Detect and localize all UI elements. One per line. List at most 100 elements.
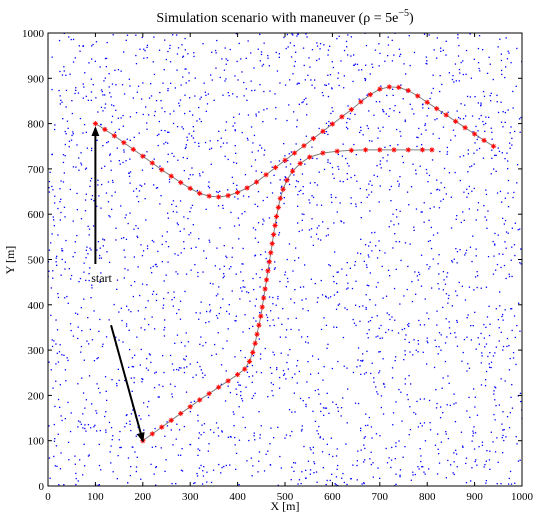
clutter-point xyxy=(347,105,349,107)
clutter-point xyxy=(153,158,155,160)
clutter-point xyxy=(111,195,113,197)
clutter-point xyxy=(222,347,224,350)
clutter-point xyxy=(253,289,255,291)
clutter-point xyxy=(356,460,358,462)
clutter-point xyxy=(140,244,142,246)
clutter-point xyxy=(83,271,85,273)
clutter-point xyxy=(135,470,137,473)
clutter-point xyxy=(222,142,225,144)
track-point xyxy=(405,87,411,94)
clutter-point xyxy=(63,70,65,72)
clutter-point xyxy=(252,325,254,328)
clutter-point xyxy=(487,355,489,358)
clutter-point xyxy=(495,154,497,157)
clutter-point xyxy=(382,157,384,159)
clutter-point xyxy=(468,367,471,369)
clutter-point xyxy=(171,483,173,485)
clutter-point xyxy=(467,363,469,365)
clutter-point xyxy=(199,343,201,345)
clutter-point xyxy=(352,464,354,466)
clutter-point xyxy=(164,326,166,329)
track-point xyxy=(419,147,426,153)
clutter-point xyxy=(506,345,508,348)
clutter-point xyxy=(278,160,281,162)
track-point xyxy=(206,193,212,199)
clutter-point xyxy=(88,279,90,282)
clutter-point xyxy=(490,127,492,129)
clutter-point xyxy=(151,272,153,274)
clutter-point xyxy=(300,189,302,191)
clutter-point xyxy=(98,330,100,332)
clutter-point xyxy=(511,384,513,386)
clutter-point xyxy=(513,315,516,317)
clutter-point xyxy=(234,196,236,198)
clutter-point xyxy=(178,369,180,371)
clutter-point xyxy=(183,247,185,250)
clutter-point xyxy=(51,233,53,235)
clutter-point xyxy=(133,190,135,192)
clutter-point xyxy=(157,396,159,398)
clutter-point xyxy=(408,341,410,343)
clutter-point xyxy=(72,133,74,135)
clutter-point xyxy=(465,73,467,75)
clutter-point xyxy=(163,297,165,300)
clutter-point xyxy=(265,453,267,455)
clutter-point xyxy=(146,406,149,408)
clutter-point xyxy=(179,200,182,202)
clutter-point xyxy=(421,144,423,146)
clutter-point xyxy=(176,34,178,36)
clutter-point xyxy=(125,414,127,417)
clutter-point xyxy=(436,189,438,191)
clutter-point xyxy=(330,194,332,196)
clutter-point xyxy=(153,241,155,243)
clutter-point xyxy=(69,73,71,75)
clutter-point xyxy=(125,214,127,216)
clutter-point xyxy=(130,311,132,313)
clutter-point xyxy=(184,68,186,70)
clutter-point xyxy=(398,183,400,185)
clutter-point xyxy=(92,84,94,86)
clutter-point xyxy=(186,366,188,368)
clutter-point xyxy=(240,58,242,60)
clutter-point xyxy=(178,102,180,104)
clutter-point xyxy=(365,189,368,191)
clutter-point xyxy=(374,304,377,306)
clutter-point xyxy=(483,466,485,468)
track-point xyxy=(263,172,269,178)
clutter-point xyxy=(207,93,209,95)
clutter-point xyxy=(224,155,226,157)
clutter-point xyxy=(431,159,434,161)
clutter-point xyxy=(510,483,513,485)
clutter-point xyxy=(191,204,194,206)
clutter-point xyxy=(478,118,480,120)
clutter-point xyxy=(262,121,264,123)
clutter-point xyxy=(109,451,111,453)
clutter-point xyxy=(362,353,364,355)
clutter-point xyxy=(209,304,211,306)
clutter-point xyxy=(241,263,243,265)
clutter-point xyxy=(208,181,210,183)
clutter-point xyxy=(184,37,186,40)
track-point xyxy=(348,147,354,153)
clutter-point xyxy=(254,229,257,231)
clutter-point xyxy=(375,101,378,103)
clutter-point xyxy=(469,33,471,35)
clutter-point xyxy=(238,406,240,408)
clutter-point xyxy=(148,353,151,355)
clutter-point xyxy=(345,157,347,160)
clutter-point xyxy=(509,412,511,414)
clutter-point xyxy=(167,212,169,214)
clutter-point xyxy=(456,251,459,253)
clutter-point xyxy=(287,318,289,320)
clutter-point xyxy=(167,88,169,90)
clutter-point xyxy=(201,424,203,426)
clutter-point xyxy=(392,94,394,96)
clutter-point xyxy=(89,247,91,249)
clutter-point xyxy=(507,168,509,170)
clutter-point xyxy=(437,448,439,450)
x-tick-label: 800 xyxy=(419,491,436,503)
clutter-point xyxy=(171,299,173,301)
clutter-point xyxy=(312,452,314,454)
clutter-point xyxy=(508,275,511,278)
clutter-point xyxy=(362,134,364,136)
